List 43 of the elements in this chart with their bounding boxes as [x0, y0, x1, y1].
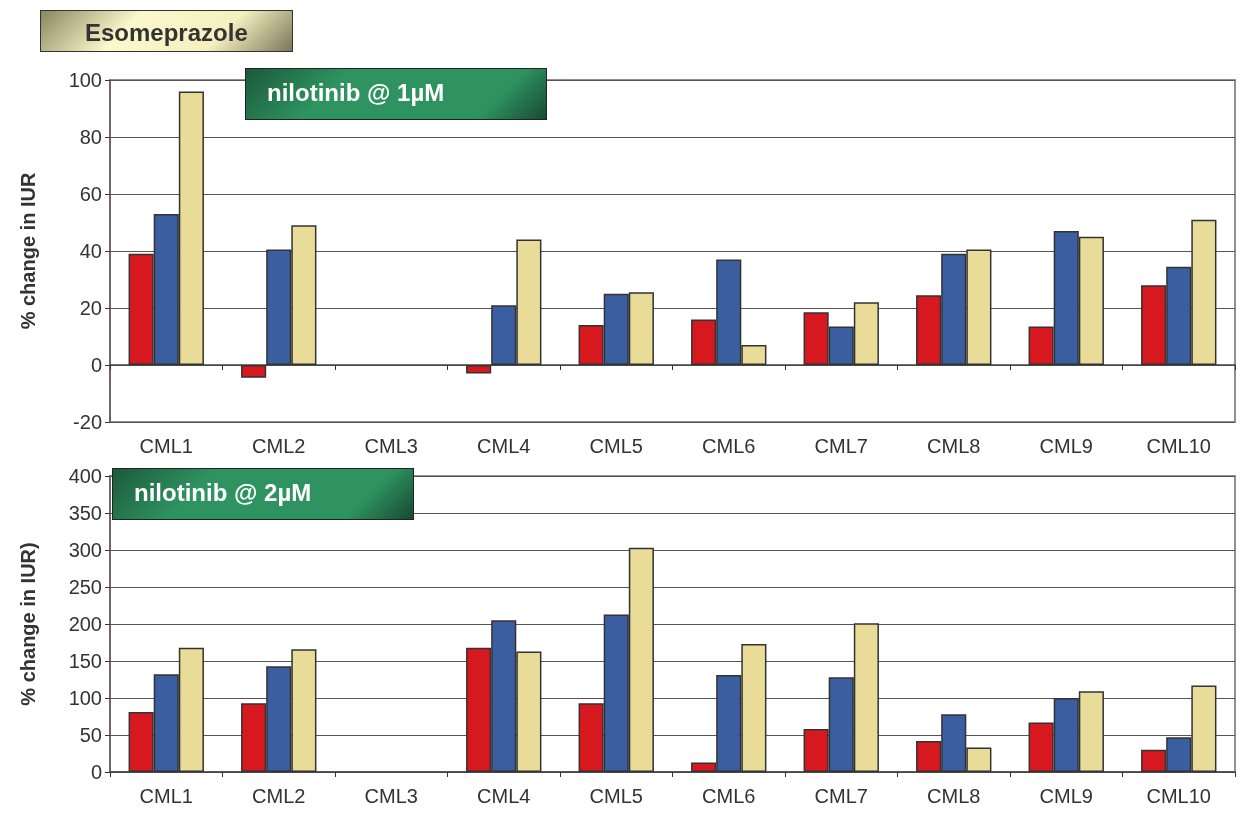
x-tick-label: CML7: [814, 785, 868, 807]
y-tick-label: 50: [79, 724, 102, 746]
x-tick-label: CML7: [814, 435, 868, 457]
y-tick-label: 0: [90, 761, 102, 783]
y-tick-label: 250: [68, 576, 102, 598]
chart-subtitle: nilotinib @ 1µM: [267, 79, 445, 107]
y-tick-label: 20: [79, 297, 102, 319]
x-tick-label: CML3: [364, 785, 418, 807]
x-tick-label: CML5: [589, 785, 643, 807]
y-tick-label: -20: [73, 411, 102, 433]
y-tick-label: 80: [79, 126, 102, 148]
x-tick-label: CML9: [1039, 435, 1093, 457]
bar: [466, 365, 492, 374]
x-tick-label: CML2: [252, 435, 306, 457]
x-tick-label: CML2: [252, 785, 306, 807]
x-tick-label: CML6: [702, 435, 756, 457]
y-tick-label: 400: [68, 465, 102, 487]
chart-title: Esomeprazole: [40, 10, 293, 52]
chart-subtitle: nilotinib @ 2µM: [134, 479, 312, 507]
x-tick-label: CML3: [364, 435, 418, 457]
x-tick-label: CML8: [927, 435, 981, 457]
y-tick-label: 200: [68, 613, 102, 635]
y-tick-label: 0: [90, 354, 102, 376]
x-tick-label: CML8: [927, 785, 981, 807]
y-tick-label: 350: [68, 502, 102, 524]
x-tick-label: CML1: [139, 785, 193, 807]
y-axis-title: % change in IUR): [17, 542, 39, 706]
y-axis-title: % change in IUR: [17, 172, 39, 330]
y-tick-label: 300: [68, 539, 102, 561]
y-tick-label: 100: [68, 69, 102, 91]
y-tick-label: 100: [68, 687, 102, 709]
y-tick-label: 40: [79, 240, 102, 262]
x-tick-label: CML4: [477, 785, 531, 807]
x-tick-label: CML10: [1146, 435, 1211, 457]
y-tick-label: 150: [68, 650, 102, 672]
x-tick-label: CML4: [477, 435, 531, 457]
x-tick-label: CML9: [1039, 785, 1093, 807]
x-tick-label: CML10: [1146, 785, 1211, 807]
y-tick-label: 60: [79, 183, 102, 205]
bar: [241, 365, 267, 378]
x-tick-label: CML5: [589, 435, 643, 457]
x-tick-label: CML6: [702, 785, 756, 807]
x-tick-label: CML1: [139, 435, 193, 457]
